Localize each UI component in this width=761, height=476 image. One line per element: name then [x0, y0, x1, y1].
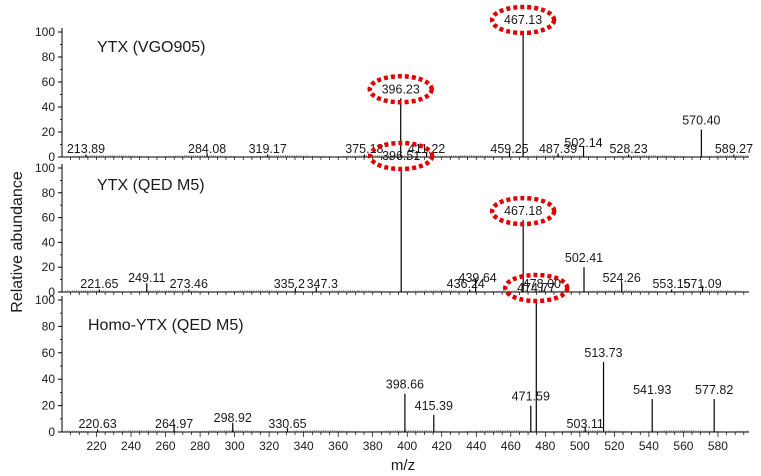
peak-label: 330.65: [268, 417, 306, 431]
spectra-panels: 0 20 40 60 80 100 YTX (VGO905) 213.89 284.08 319.…: [35, 4, 753, 453]
x-tick-label: 420: [432, 439, 452, 453]
y-tick-label: 80: [42, 186, 56, 200]
peak-label: 398.66: [386, 378, 424, 392]
x-tick-label: 340: [294, 439, 314, 453]
peak-label: 474.77: [517, 281, 555, 295]
y-tick-label: 80: [42, 50, 56, 64]
peak-label: 298.92: [214, 411, 252, 425]
peak-label: 553.15: [652, 277, 690, 291]
x-tick-label: 480: [535, 439, 555, 453]
x-tick-label: 300: [225, 439, 245, 453]
peak-label: 396.51: [382, 149, 420, 163]
x-tick-label: 440: [466, 439, 486, 453]
y-tick-label: 80: [42, 319, 56, 333]
y-tick-label: 20: [42, 125, 56, 139]
x-tick-label: 380: [363, 439, 383, 453]
peak-label: 439.64: [459, 271, 497, 285]
x-tick-label: 360: [328, 439, 348, 453]
peak-label: 503.11: [567, 417, 604, 431]
peak-label: 502.14: [564, 136, 602, 150]
y-tick-label: 60: [42, 346, 56, 360]
highlight-circle: [489, 4, 557, 36]
spectrum-panel-1: 0 20 40 60 80 100 YTX (VGO905) 213.89 284.08 319.…: [35, 4, 753, 164]
peak-label: 249.11: [128, 271, 165, 285]
x-tick-label: 540: [639, 439, 659, 453]
highlight-circle: [503, 272, 570, 304]
x-tick-label: 460: [501, 439, 521, 453]
y-tick-label: 20: [42, 260, 56, 274]
peak-label: 284.08: [188, 142, 226, 156]
y-tick-label: 60: [42, 75, 56, 89]
highlight-circle: [489, 195, 557, 227]
peak-label: 577.82: [695, 383, 733, 397]
y-tick-label: 40: [42, 100, 56, 114]
y-tick-label: 100: [35, 25, 55, 39]
x-tick-label: 560: [673, 439, 693, 453]
y-axis-label: Relative abundance: [9, 171, 26, 313]
x-tick-label: 280: [190, 439, 210, 453]
x-tick-label: 520: [604, 439, 624, 453]
peak-label: 524.26: [603, 271, 641, 285]
spectrum-title: Homo-YTX (QED M5): [88, 317, 244, 334]
y-tick-label: 60: [42, 211, 56, 225]
peak-label: 335.2: [274, 277, 305, 291]
peak-label: 459.25: [490, 142, 528, 156]
peak-label: 570.40: [682, 114, 720, 128]
y-tick-label: 40: [42, 235, 56, 249]
peak-label: 467.18: [504, 204, 542, 218]
peak-label: 478.00: [523, 277, 561, 291]
peak-label: 528.23: [609, 142, 647, 156]
peak-label: 319.17: [249, 142, 287, 156]
peak-label: 221.65: [80, 277, 118, 291]
y-tick-label: 20: [42, 399, 56, 413]
peak-label: 589.27: [715, 142, 753, 156]
peak-label: 571.09: [683, 277, 721, 291]
spectrum-title: YTX (QED M5): [97, 177, 205, 194]
peak-label: 264.97: [155, 417, 193, 431]
x-axis-label: m/z: [391, 457, 415, 474]
peak-label: 273.46: [170, 277, 208, 291]
x-tick-label: 320: [259, 439, 279, 453]
spectrum-panel-2: 0 20 40 60 80 100 YTX (QED M5) 221.65 249.11 273.…: [35, 140, 749, 299]
peak-label: 502.41: [565, 251, 603, 265]
peak-label: 541.93: [633, 383, 671, 397]
peak-label: 396.23: [382, 82, 420, 96]
x-tick-label: 240: [121, 439, 141, 453]
peak-label: 415.39: [415, 399, 453, 413]
x-tick-label: 220: [87, 439, 107, 453]
spectrum-title: YTX (VGO905): [97, 39, 205, 56]
y-tick-label: 100: [35, 161, 55, 175]
peak-label: 467.13: [504, 13, 542, 27]
peak-label: 220.63: [78, 417, 116, 431]
peak-label: 347.3: [307, 277, 338, 291]
spectrum-panel-3: 0 20 40 60 80 100 220 240 260 280 300 320 340 360 380 4…: [35, 272, 749, 453]
baseline-noise: [65, 290, 748, 292]
x-tick-label: 500: [570, 439, 590, 453]
peak-label: 375.18: [345, 142, 383, 156]
x-tick-label: 260: [156, 439, 176, 453]
peak-label: 487.39: [539, 142, 577, 156]
y-tick-label: 0: [48, 285, 55, 299]
x-tick-label: 580: [708, 439, 728, 453]
y-tick-label: 0: [48, 150, 55, 164]
peak-label: 513.73: [584, 346, 622, 360]
y-tick-label: 40: [42, 372, 56, 386]
x-tick-label: 400: [397, 439, 417, 453]
y-tick-label: 0: [48, 425, 55, 439]
highlight-circle: [367, 140, 435, 172]
baseline-noise: [65, 430, 748, 432]
peak-label: 213.89: [67, 142, 105, 156]
peak-label: 471.59: [512, 390, 550, 404]
y-tick-label: 100: [35, 293, 55, 307]
highlight-circle: [367, 74, 434, 105]
